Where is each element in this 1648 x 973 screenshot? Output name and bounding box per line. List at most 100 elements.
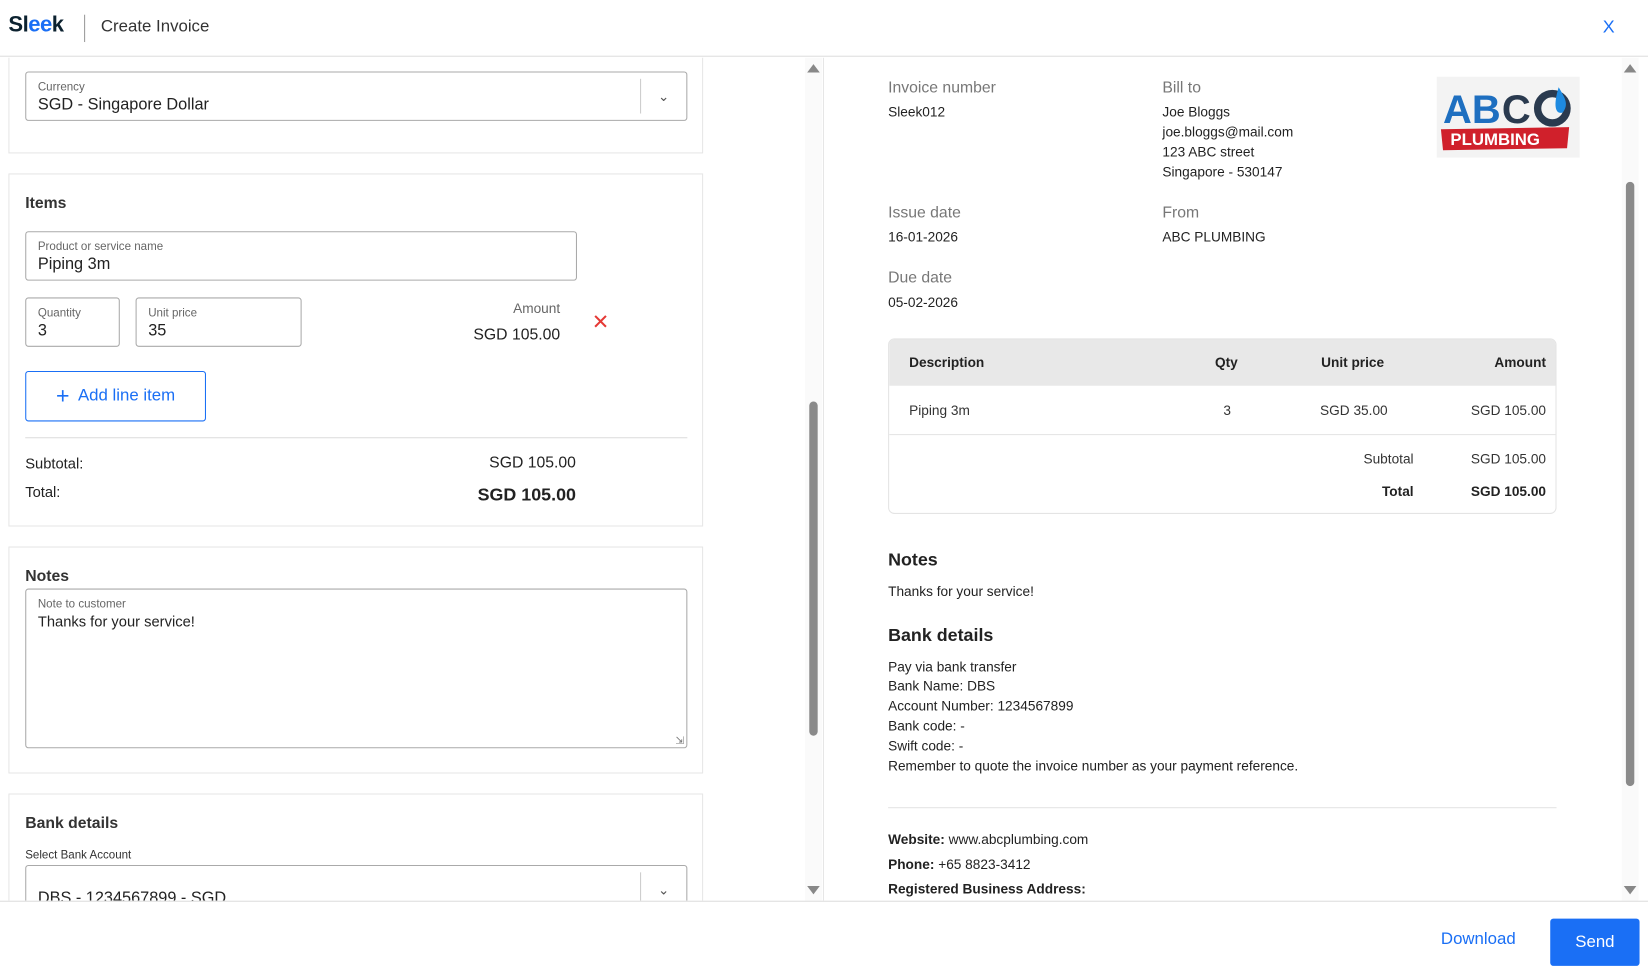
svg-text:PLUMBING: PLUMBING <box>1450 130 1540 149</box>
website-value: www.abcplumbing.com <box>948 831 1089 848</box>
website-label: Website: <box>888 831 945 848</box>
bill-to-street: 123 ABC street <box>1162 143 1255 160</box>
preview-bank-title: Bank details <box>888 625 994 646</box>
table-header: Description Qty Unit price Amount <box>889 339 1556 386</box>
chevron-down-icon[interactable]: ⌄ <box>640 872 686 901</box>
currency-select[interactable]: Currency SGD - Singapore Dollar ⌄ <box>25 71 688 121</box>
scroll-up-icon[interactable] <box>807 64 820 73</box>
row-qty: 3 <box>1223 402 1231 419</box>
notes-title: Notes <box>25 567 70 586</box>
scroll-down-icon[interactable] <box>1623 885 1637 895</box>
add-line-item-button[interactable]: + Add line item <box>25 371 206 422</box>
bill-to-name: Joe Bloggs <box>1162 104 1231 120</box>
bank-line: Account Number: 1234567899 <box>888 697 1074 714</box>
row-description: Piping 3m <box>909 402 970 419</box>
svg-text:C: C <box>1502 88 1531 132</box>
plus-icon: + <box>56 382 70 409</box>
bank-line: Bank Name: DBS <box>888 677 996 694</box>
invoice-number: Sleek012 <box>888 104 946 120</box>
issue-date-label: Issue date <box>888 203 961 222</box>
items-title: Items <box>25 194 67 213</box>
row-unit-price: SGD 35.00 <box>1320 402 1388 419</box>
page-title: Create Invoice <box>100 17 210 36</box>
bank-line: Swift code: - <box>888 737 964 754</box>
panel-divider <box>822 57 824 901</box>
header-qty: Qty <box>1214 354 1238 370</box>
header-description: Description <box>909 354 985 370</box>
invoice-form-panel: Currency SGD - Singapore Dollar ⌄ Items … <box>0 57 807 901</box>
svg-text:AB: AB <box>1443 88 1501 132</box>
header-divider <box>84 14 86 43</box>
due-date: 05-02-2026 <box>888 294 958 311</box>
header-amount: Amount <box>1494 354 1547 370</box>
right-scrollbar[interactable] <box>1621 57 1639 901</box>
subtotal-label: Subtotal: <box>25 455 84 472</box>
product-value: Piping 3m <box>37 255 111 274</box>
resize-handle-icon[interactable]: ⇲ <box>675 735 685 748</box>
preview-notes-title: Notes <box>888 549 938 570</box>
unit-price-value: 35 <box>148 321 167 340</box>
send-button[interactable]: Send <box>1550 918 1640 966</box>
table-row: Piping 3m 3 SGD 35.00 SGD 105.00 <box>889 386 1556 436</box>
scroll-up-icon[interactable] <box>1623 64 1637 73</box>
sleek-logo: Sleek <box>8 12 64 37</box>
from-value: ABC PLUMBING <box>1162 229 1266 245</box>
currency-value: SGD - Singapore Dollar <box>37 95 209 114</box>
quantity-value: 3 <box>37 321 47 340</box>
note-textarea[interactable]: Note to customer Thanks for your service… <box>25 588 688 749</box>
row-amount: SGD 105.00 <box>1470 402 1547 419</box>
bank-line: Pay via bank transfer <box>888 658 1017 675</box>
table-total-label: Total <box>1381 483 1414 500</box>
due-date-label: Due date <box>888 269 953 287</box>
add-line-item-label: Add line item <box>77 386 176 405</box>
address-label: Registered Business Address: <box>888 880 1086 897</box>
scroll-thumb[interactable] <box>1625 181 1635 787</box>
subtotal-value: SGD 105.00 <box>489 454 576 472</box>
close-button[interactable]: X <box>1602 16 1615 37</box>
amount-label: Amount <box>513 300 561 317</box>
bank-line: Remember to quote the invoice number as … <box>888 757 1299 774</box>
scroll-down-icon[interactable] <box>807 885 820 895</box>
issue-date: 16-01-2026 <box>888 229 958 245</box>
table-total: SGD 105.00 <box>1470 483 1547 500</box>
note-label: Note to customer <box>37 598 126 611</box>
unit-price-label: Unit price <box>148 306 198 320</box>
amount-value: SGD 105.00 <box>473 325 561 344</box>
abc-plumbing-logo: AB C PLUMBING <box>1436 76 1580 158</box>
preview-notes: Thanks for your service! <box>888 583 1034 600</box>
items-card: Items Product or service name Piping 3m … <box>8 173 704 527</box>
total-value: SGD 105.00 <box>477 484 576 505</box>
divider <box>888 807 1557 809</box>
chevron-down-icon[interactable]: ⌄ <box>640 78 686 114</box>
invoice-preview-panel: Invoice number Sleek012 Bill to Joe Blog… <box>824 58 1648 901</box>
quantity-input[interactable]: Quantity 3 <box>25 297 120 347</box>
table-subtotal: SGD 105.00 <box>1470 450 1547 467</box>
bill-to-city: Singapore - 530147 <box>1162 163 1283 180</box>
bank-line: Bank code: - <box>888 717 965 734</box>
note-value: Thanks for your service! <box>37 612 195 630</box>
product-label: Product or service name <box>37 240 164 254</box>
phone-value: +65 8823-3412 <box>938 856 1031 873</box>
unit-price-input[interactable]: Unit price 35 <box>135 297 302 347</box>
bank-title: Bank details <box>25 814 119 833</box>
phone-label: Phone: <box>888 856 935 873</box>
bill-to-email: joe.bloggs@mail.com <box>1162 124 1294 140</box>
invoice-number-label: Invoice number <box>888 78 996 97</box>
notes-card: Notes Note to customer Thanks for your s… <box>8 546 704 774</box>
bank-card: Bank details Select Bank Account DBS - 1… <box>8 793 704 901</box>
bank-account-select[interactable]: DBS - 1234567899 - SGD ⌄ <box>25 864 688 901</box>
line-items-table: Description Qty Unit price Amount Piping… <box>888 338 1557 514</box>
download-button[interactable]: Download <box>1440 930 1516 949</box>
delete-line-icon[interactable]: ✕ <box>591 311 610 335</box>
scroll-thumb[interactable] <box>809 401 818 736</box>
bank-account-value: DBS - 1234567899 - SGD <box>37 889 227 901</box>
divider <box>25 437 688 439</box>
product-name-input[interactable]: Product or service name Piping 3m <box>25 231 577 281</box>
total-label: Total: <box>25 483 61 501</box>
left-scrollbar[interactable] <box>805 57 822 901</box>
quantity-label: Quantity <box>37 306 81 320</box>
header-unit-price: Unit price <box>1321 354 1385 370</box>
footer-bar <box>0 900 1648 973</box>
bill-to-label: Bill to <box>1162 78 1201 97</box>
bank-select-label: Select Bank Account <box>25 849 132 862</box>
